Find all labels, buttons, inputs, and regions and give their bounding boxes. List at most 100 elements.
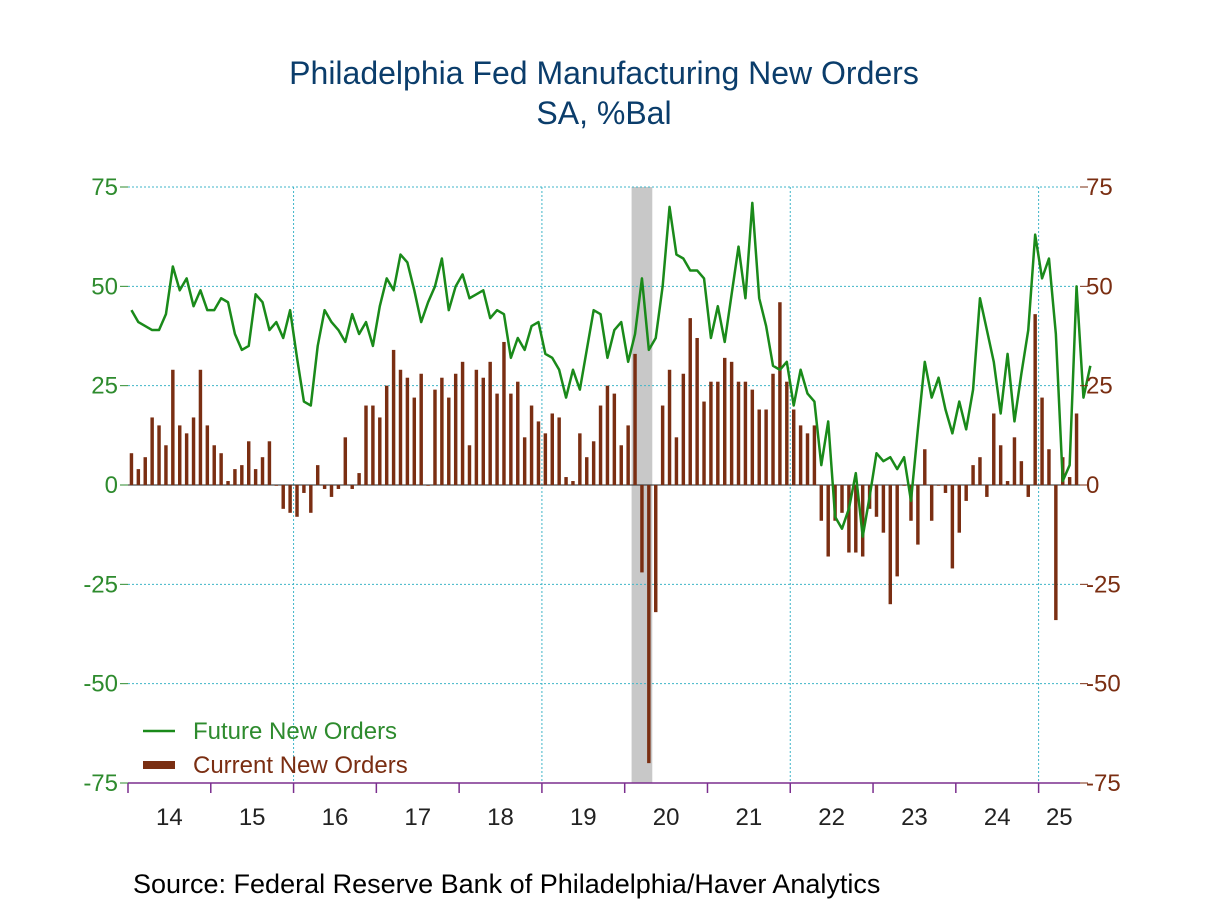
current-new-orders-bar: [350, 485, 354, 489]
current-new-orders-bar: [888, 485, 893, 605]
chart-subtitle: SA, %Bal: [536, 95, 671, 131]
current-new-orders-bar: [667, 369, 672, 485]
current-new-orders-bar: [654, 485, 658, 613]
current-new-orders-bar: [929, 485, 934, 521]
current-new-orders-bar: [591, 441, 596, 485]
current-new-orders-bar: [695, 337, 699, 485]
current-new-orders-bar: [516, 381, 520, 485]
current-new-orders-bar: [585, 457, 589, 485]
current-new-orders-bar: [240, 465, 244, 485]
current-new-orders-bar: [674, 437, 679, 485]
legend: Future New Orders Current New Orders: [143, 718, 408, 779]
current-new-orders-bar: [343, 437, 348, 485]
chart-title-group: Philadelphia Fed Manufacturing New Order…: [289, 55, 919, 131]
current-new-orders-bar: [819, 485, 824, 521]
current-new-orders-bar: [426, 485, 430, 486]
current-new-orders-bar: [253, 469, 258, 485]
current-new-orders-bar: [302, 485, 306, 493]
current-new-orders-bar: [260, 457, 265, 485]
axes-layer: [120, 186, 1088, 793]
current-new-orders-bar: [916, 485, 920, 545]
future-new-orders-line-layer: [130, 201, 1092, 538]
current-new-orders-bar: [1074, 413, 1079, 485]
y-left-tick-label: -25: [83, 571, 118, 598]
current-new-orders-bar: [322, 485, 327, 489]
current-new-orders-bar: [840, 485, 844, 513]
current-new-orders-bar: [647, 485, 651, 764]
current-new-orders-bar: [716, 381, 720, 485]
source-note: Source: Federal Reserve Bank of Philadel…: [133, 869, 880, 899]
current-new-orders-bar: [329, 485, 334, 497]
current-new-orders-bar: [502, 341, 506, 485]
current-new-orders-bar: [191, 417, 196, 485]
current-new-orders-bar: [440, 377, 444, 485]
y-left-tick-label: 25: [91, 373, 118, 400]
current-new-orders-bar: [992, 413, 996, 485]
current-new-orders-bar: [985, 485, 989, 497]
current-new-orders-bar: [660, 405, 665, 485]
y-left-tick-label: 50: [91, 273, 118, 300]
current-new-orders-bar: [771, 373, 775, 485]
current-new-orders-bar: [881, 485, 886, 533]
current-new-orders-bar: [702, 401, 706, 485]
legend-swatch-current-new-orders: [143, 761, 175, 769]
x-tick-label: 16: [322, 804, 349, 831]
current-new-orders-bar: [433, 389, 437, 485]
x-tick-label: 15: [239, 804, 266, 831]
current-new-orders-bar: [357, 473, 361, 485]
current-new-orders-bar: [460, 361, 465, 485]
current-new-orders-bar: [826, 485, 830, 557]
current-new-orders-bar: [1012, 437, 1017, 485]
y-left-tick-label: -75: [83, 770, 118, 797]
current-new-orders-bar: [267, 441, 272, 485]
current-new-orders-bar: [247, 441, 251, 485]
current-new-orders-bar: [805, 433, 810, 485]
y-right-tick-label: 75: [1086, 174, 1113, 201]
current-new-orders-bar: [1019, 461, 1024, 485]
current-new-orders-bar: [1067, 477, 1072, 485]
current-new-orders-bar: [412, 397, 417, 485]
current-new-orders-bar: [785, 381, 789, 485]
x-tick-label: 23: [901, 804, 928, 831]
current-new-orders-bar: [757, 409, 761, 485]
current-new-orders-bar: [226, 481, 230, 485]
current-new-orders-bar: [384, 385, 389, 485]
current-new-orders-bar: [791, 409, 796, 485]
x-tick-label: 22: [818, 804, 845, 831]
current-new-orders-bar: [943, 485, 948, 493]
y-right-tick-label: 0: [1086, 472, 1099, 499]
current-new-orders-bar: [178, 425, 182, 485]
current-new-orders-bar: [723, 357, 727, 485]
x-tick-label: 21: [736, 804, 763, 831]
current-new-orders-bar: [998, 445, 1003, 485]
x-tick-label: 19: [570, 804, 597, 831]
tick-labels-layer: 75 50 25 0 -25 -50 -75 75 50 25 0 -25 -50 -75 14 15 16 17…: [83, 174, 1120, 831]
current-new-orders-bar: [309, 485, 313, 513]
current-new-orders-bar: [764, 409, 768, 485]
current-new-orders-bar: [157, 425, 161, 485]
current-new-orders-bar: [1040, 397, 1044, 485]
y-right-tick-label: -75: [1086, 770, 1121, 797]
current-new-orders-bar: [971, 465, 975, 485]
current-new-orders-bar: [902, 485, 906, 486]
x-tick-label: 25: [1046, 804, 1073, 831]
current-new-orders-bar: [543, 433, 548, 485]
current-new-orders-bar: [405, 377, 410, 485]
current-new-orders-bar: [398, 369, 403, 485]
y-left-tick-label: 75: [91, 174, 118, 201]
legend-label-future-new-orders: Future New Orders: [193, 718, 397, 745]
current-new-orders-bar: [923, 449, 927, 485]
current-new-orders-bars: [129, 302, 1079, 764]
current-new-orders-bar: [743, 381, 748, 485]
current-new-orders-bar: [895, 485, 899, 577]
current-new-orders-bar: [564, 477, 568, 485]
current-new-orders-bar: [750, 389, 755, 485]
y-right-tick-label: 25: [1086, 373, 1113, 400]
x-tick-label: 17: [404, 804, 431, 831]
current-new-orders-bar: [1047, 449, 1051, 485]
current-new-orders-bar: [274, 485, 279, 486]
current-new-orders-bar: [626, 425, 630, 485]
current-new-orders-bar: [136, 469, 141, 485]
future-new-orders-line: [130, 201, 1092, 538]
